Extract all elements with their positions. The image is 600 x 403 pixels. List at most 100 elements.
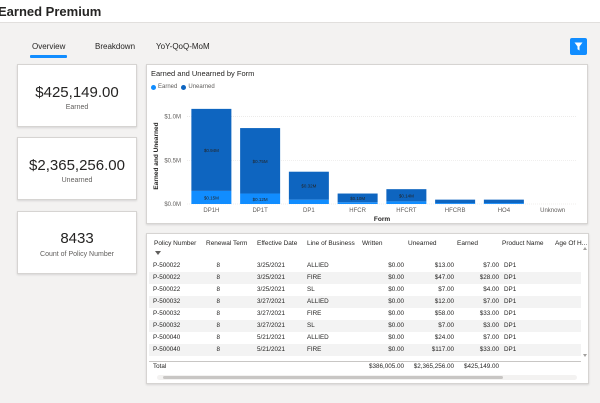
bar-earned — [240, 193, 281, 204]
y-tick-label: $1.0M — [164, 115, 181, 121]
cell-written: $0.00 — [388, 310, 404, 317]
cell-effective-date: 5/21/2021 — [257, 346, 286, 353]
cell-line-of-business: SL — [307, 322, 315, 329]
kpi-earned-label: Earned — [65, 104, 89, 111]
data-label-unearned: $0.75M — [253, 159, 268, 164]
x-tick-label: DP1T — [252, 208, 268, 214]
cell-policy-number: P-500032 — [153, 322, 181, 329]
cell-effective-date: 3/25/2021 — [257, 286, 286, 293]
table-row[interactable]: P-500022 8 3/25/2021 SL $0.00 $7.00 $4.00 DP1 — [149, 284, 581, 296]
col-header-written[interactable]: Written — [362, 240, 383, 247]
col-header-effective-date[interactable]: Effective Date — [257, 240, 298, 247]
legend-earned-label: Earned — [158, 84, 178, 90]
table-row[interactable]: P-500032 8 3/27/2021 FIRE $0.00 $58.00 $33.00 D… — [149, 308, 581, 320]
kpi-policy-count-value: 8433 — [60, 230, 94, 247]
x-tick-label: HO4 — [498, 208, 511, 214]
tab-yoy-qoq-mom[interactable]: YoY-QoQ-MoM — [156, 42, 210, 51]
cell-renewal-term: 8 — [216, 310, 220, 317]
x-axis-label: Form — [374, 216, 390, 223]
cell-line-of-business: ALLIED — [307, 334, 329, 341]
sort-arrow-icon[interactable] — [155, 251, 161, 255]
cell-renewal-term: 8 — [216, 262, 220, 269]
page-title: Earned Premium — [0, 4, 102, 19]
horizontal-scrollbar-thumb[interactable] — [163, 376, 503, 379]
chart-legend: Earned Unearned — [151, 84, 219, 90]
kpi-card-policy-count: 8433 Count of Policy Number — [17, 211, 137, 274]
cell-product-name: DP1 — [504, 310, 517, 317]
cell-earned: $3.00 — [483, 322, 499, 329]
bar-chart: $0.0M $0.5M $1.0M Earned and Unearned Form $0… — [153, 108, 577, 223]
col-header-line-of-business[interactable]: Line of Business — [307, 240, 355, 247]
cell-effective-date: 3/27/2021 — [257, 310, 286, 317]
x-tick-label: HFCR — [349, 208, 366, 214]
kpi-earned-value: $425,149.00 — [35, 84, 119, 101]
cell-effective-date: 5/21/2021 — [257, 334, 286, 341]
cell-policy-number: P-500040 — [153, 346, 181, 353]
total-earned: $425,149.00 — [463, 363, 499, 370]
cell-written: $0.00 — [388, 274, 404, 281]
table-row[interactable]: P-500032 8 3/27/2021 SL $0.00 $7.00 $3.00 DP1 — [149, 320, 581, 332]
cell-written: $0.00 — [388, 346, 404, 353]
col-header-product-name[interactable]: Product Name — [502, 240, 544, 247]
horizontal-scrollbar[interactable] — [157, 375, 577, 380]
cell-written: $0.00 — [388, 322, 404, 329]
cell-line-of-business: ALLIED — [307, 298, 329, 305]
bar-earned — [435, 203, 476, 204]
policy-table: Policy Number Renewal Term Effective Dat… — [146, 233, 589, 384]
data-label-unearned: $0.10M — [350, 196, 365, 201]
col-header-earned[interactable]: Earned — [457, 240, 478, 247]
cell-written: $0.00 — [388, 334, 404, 341]
total-label: Total — [153, 363, 167, 370]
tab-overview[interactable]: Overview — [29, 42, 68, 58]
cell-written: $0.00 — [388, 286, 404, 293]
cell-effective-date: 3/27/2021 — [257, 298, 286, 305]
tab-breakdown[interactable]: Breakdown — [95, 42, 136, 51]
data-label-unearned: $0.14M — [399, 193, 414, 198]
table-row[interactable]: P-500022 8 3/25/2021 ALLIED $0.00 $13.00 $7.00… — [149, 260, 581, 272]
cell-renewal-term: 8 — [216, 346, 220, 353]
cell-renewal-term: 8 — [216, 322, 220, 329]
col-header-unearned[interactable]: Unearned — [408, 240, 437, 247]
cell-renewal-term: 8 — [216, 334, 220, 341]
chart-card: Earned and Unearned by Form Earned Unear… — [146, 64, 588, 224]
filter-button[interactable] — [570, 38, 587, 55]
cell-earned: $33.00 — [479, 346, 499, 353]
cell-effective-date: 3/25/2021 — [257, 274, 286, 281]
table-row[interactable]: P-500022 8 3/25/2021 FIRE $0.00 $47.00 $28.00 D… — [149, 272, 581, 284]
bar-unearned — [191, 108, 232, 191]
col-header-age-of-home[interactable]: Age Of H... — [555, 240, 588, 247]
table-row[interactable]: P-500032 8 3/27/2021 ALLIED $0.00 $12.00 $7.00… — [149, 296, 581, 308]
cell-policy-number: P-500040 — [153, 334, 181, 341]
cell-policy-number: P-500032 — [153, 310, 181, 317]
data-label-unearned: $0.94M — [204, 148, 219, 153]
cell-unearned: $13.00 — [434, 262, 454, 269]
cell-line-of-business: ALLIED — [307, 262, 329, 269]
data-label-earned: $0.12M — [253, 197, 268, 202]
bar-earned — [288, 199, 329, 204]
bar-unearned — [386, 189, 427, 202]
cell-product-name: DP1 — [504, 298, 517, 305]
cell-unearned: $7.00 — [438, 322, 454, 329]
data-label-unearned: $0.32M — [301, 184, 316, 189]
cell-renewal-term: 8 — [216, 286, 220, 293]
cell-earned: $7.00 — [483, 262, 499, 269]
total-unearned: $2,365,256.00 — [413, 363, 454, 370]
cell-written: $0.00 — [388, 298, 404, 305]
kpi-unearned-value: $2,365,256.00 — [29, 157, 125, 174]
cell-product-name: DP1 — [504, 346, 517, 353]
cell-unearned: $7.00 — [438, 286, 454, 293]
legend-unearned-swatch — [181, 84, 187, 90]
table-row[interactable]: P-500040 8 5/21/2021 FIRE $0.00 $117.00 $33.00… — [149, 344, 581, 356]
x-tick-label: HFCRB — [445, 208, 466, 214]
cell-line-of-business: FIRE — [307, 274, 322, 281]
vertical-scrollbar[interactable] — [582, 246, 588, 358]
bar-unearned — [288, 171, 329, 200]
chart-title: Earned and Unearned by Form — [151, 69, 255, 78]
col-header-renewal-term[interactable]: Renewal Term — [206, 240, 248, 247]
x-tick-label: DP1H — [203, 208, 219, 214]
cell-product-name: DP1 — [504, 274, 517, 281]
table-row[interactable]: P-500040 8 5/21/2021 ALLIED $0.00 $24.00 $7.00… — [149, 332, 581, 344]
cell-unearned: $24.00 — [434, 334, 454, 341]
cell-policy-number: P-500032 — [153, 298, 181, 305]
col-header-policy-number[interactable]: Policy Number — [154, 240, 197, 247]
